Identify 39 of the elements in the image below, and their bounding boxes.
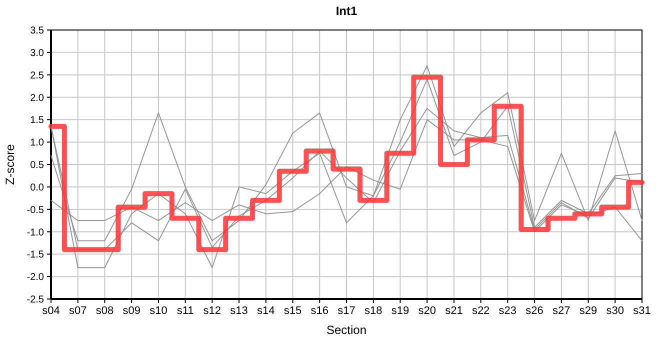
x-tick-label: s14 [257, 305, 275, 317]
y-tick-label: 0.5 [30, 160, 44, 171]
x-tick-label: s19 [391, 305, 410, 317]
y-tick-label: -0.5 [26, 204, 44, 216]
y-tick-label: 1.0 [30, 138, 44, 149]
x-tick-label: s31 [633, 305, 651, 317]
x-tick-label: s21 [445, 305, 463, 317]
x-tick-label: s11 [176, 305, 194, 317]
x-tick-label: s27 [552, 305, 570, 317]
x-tick-label: s12 [203, 305, 222, 317]
x-tick-label: s08 [96, 305, 114, 317]
y-tick-label: 1.5 [30, 115, 44, 126]
x-tick-label: s30 [606, 305, 624, 317]
y-tick-label: 3.5 [30, 26, 44, 36]
y-tick-label: -1.5 [26, 250, 44, 261]
y-tick-label: -2.5 [26, 294, 44, 306]
y-tick-label: 2.0 [30, 92, 44, 104]
chart-title: Int1 [336, 4, 358, 18]
x-tick-label: s15 [284, 305, 302, 317]
x-tick-label: s29 [579, 305, 598, 317]
x-tick-label: s23 [498, 305, 517, 317]
x-tick-label: s16 [310, 305, 329, 317]
x-tick-label: s04 [42, 305, 60, 317]
y-tick-label: 0.0 [30, 182, 44, 194]
x-tick-label: s22 [472, 305, 490, 317]
y-tick-label: 2.5 [30, 70, 44, 82]
y-tick-label: -1.0 [26, 227, 44, 238]
x-tick-label: s20 [418, 305, 436, 317]
y-tick-label: 3.0 [30, 48, 44, 59]
x-tick-label: s18 [364, 305, 382, 317]
y-tick-label: -2.0 [26, 272, 44, 284]
x-tick-label: s09 [122, 305, 140, 317]
y-axis-title: Z-score [3, 144, 17, 185]
x-tick-label: s17 [338, 305, 356, 317]
x-tick-label: s13 [230, 305, 248, 317]
x-axis-title: Section [326, 323, 367, 337]
x-tick-label: s10 [150, 305, 168, 317]
x-tick-label: s07 [68, 305, 87, 317]
x-tick-label: s26 [526, 305, 544, 317]
